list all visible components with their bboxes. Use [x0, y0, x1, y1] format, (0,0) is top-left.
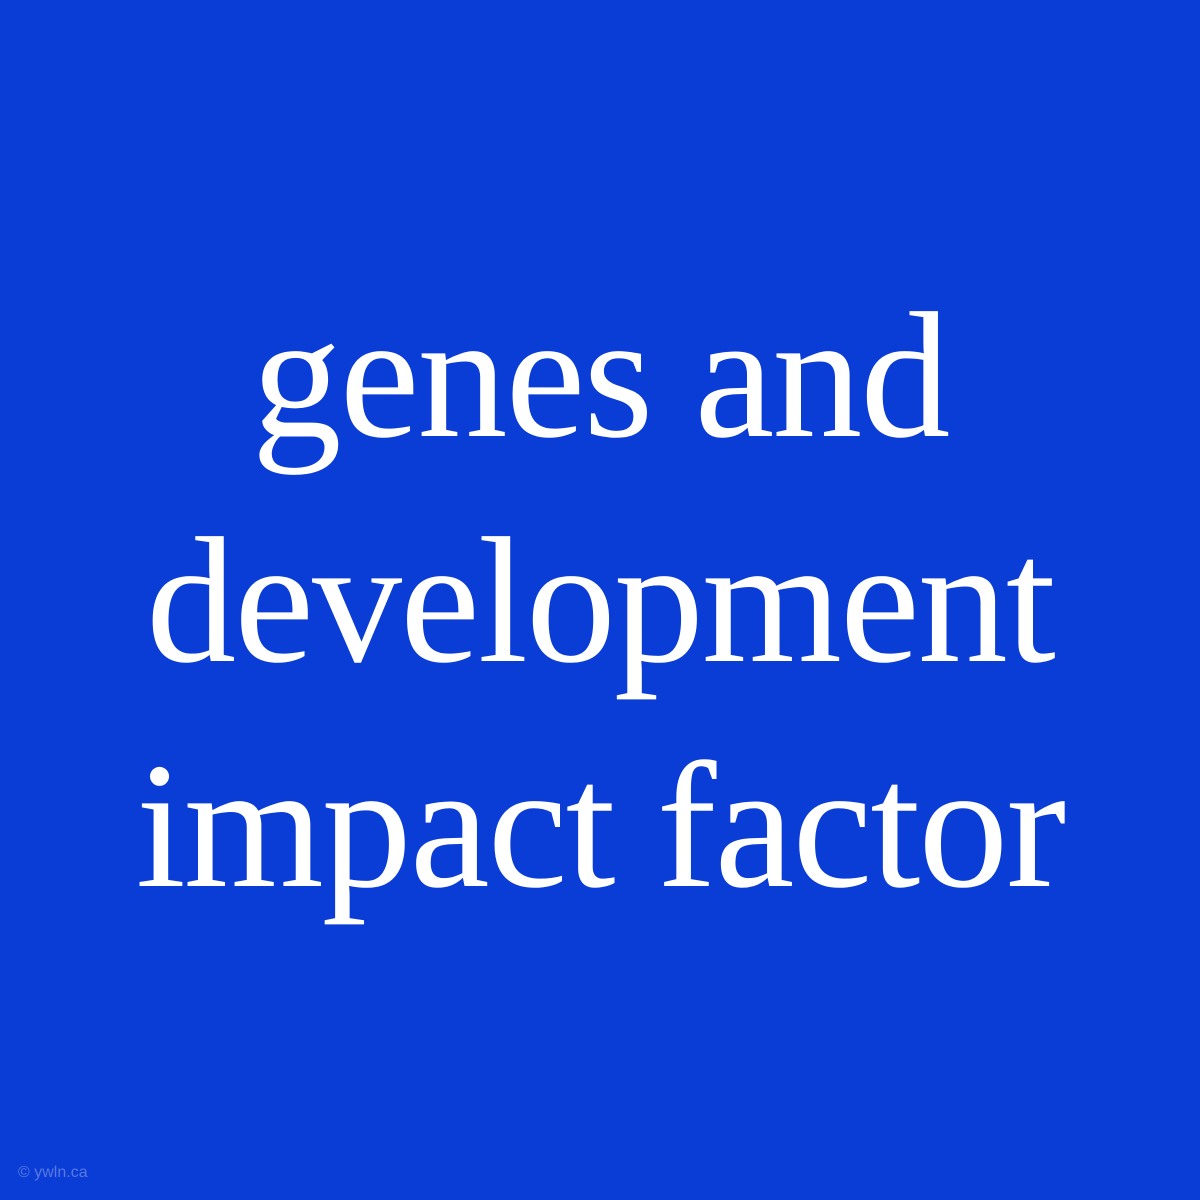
main-title-text: genes and development impact factor	[0, 263, 1200, 938]
text-card-container: genes and development impact factor © yw…	[0, 0, 1200, 1200]
copyright-watermark: © ywln.ca	[18, 1164, 88, 1182]
